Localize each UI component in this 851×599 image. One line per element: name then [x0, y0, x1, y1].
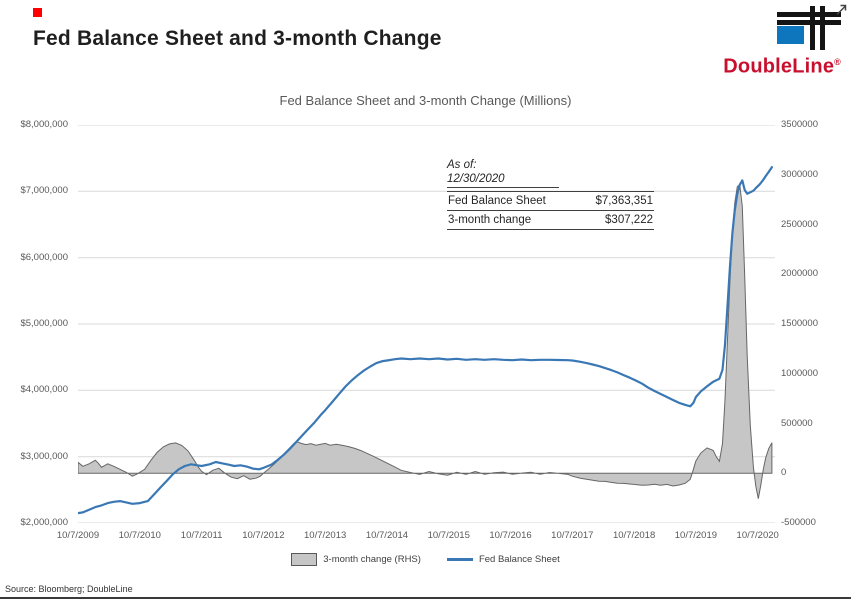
- legend-item-fed-balance-sheet: Fed Balance Sheet: [446, 554, 560, 565]
- annotation-row-3-month-change: 3-month change $307,222: [447, 211, 654, 230]
- expand-arrow-icon[interactable]: [833, 2, 849, 18]
- right-axis-tick-label: 1000000: [781, 367, 818, 379]
- legend-item-3-month-change: 3-month change (RHS): [291, 553, 421, 566]
- legend-label: Fed Balance Sheet: [478, 554, 560, 565]
- right-axis-tick-label: 500000: [781, 417, 813, 429]
- chart-canvas: [76, 124, 775, 524]
- doubleline-logo-mark-icon: [777, 6, 841, 50]
- annotation-row-value: $7,363,351: [595, 195, 653, 207]
- left-y-axis: $8,000,000 $7,000,000 $6,000,000 $5,000,000…: [0, 119, 72, 528]
- annotation-row-value: $307,222: [605, 214, 653, 226]
- right-axis-tick-label: 1500000: [781, 318, 818, 329]
- source-note: Source: Bloomberg; DoubleLine: [5, 584, 133, 594]
- doubleline-logo-text: DoubleLine®: [723, 55, 841, 78]
- x-axis-tick-label: 10/7/2010: [118, 530, 161, 541]
- chart-title: Fed Balance Sheet and 3-month Change (Mi…: [279, 93, 572, 108]
- x-axis-tick-label: 10/7/2019: [674, 530, 718, 541]
- x-axis-tick-label: 10/7/2015: [427, 530, 470, 541]
- right-axis-tick-label: -500000: [781, 517, 816, 528]
- x-axis: 10/7/2009 10/7/2010 10/7/2011 10/7/2012 10/7…: [57, 530, 779, 546]
- right-axis-tick-label: 0: [781, 467, 787, 479]
- three-month-change-area: [77, 183, 773, 499]
- page-title: Fed Balance Sheet and 3-month Change: [33, 27, 442, 50]
- left-axis-tick-label: $5,000,000: [20, 318, 68, 329]
- chart-legend: 3-month change (RHS) Fed Balance Sheet: [0, 553, 851, 566]
- plot-area: [76, 124, 775, 524]
- x-axis-tick-label: 10/7/2017: [551, 530, 594, 541]
- gray-area-swatch-icon: [291, 553, 318, 566]
- annotation-row-balance-sheet: Fed Balance Sheet $7,363,351: [447, 191, 654, 211]
- right-axis-tick-label: 3500000: [781, 119, 818, 130]
- annotation-row-label: Fed Balance Sheet: [448, 195, 546, 207]
- doubleline-logo: DoubleLine®: [723, 6, 841, 77]
- x-axis-tick-label: 10/7/2016: [489, 530, 532, 541]
- red-marker-square: [33, 8, 42, 17]
- as-of-date: 12/30/2020: [447, 172, 559, 188]
- right-axis-tick-label: 2500000: [781, 218, 818, 230]
- right-y-axis: 3500000 3000000 2500000 2000000 1500000 10000…: [781, 119, 845, 528]
- x-axis-tick-label: 10/7/2020: [736, 530, 779, 541]
- annotation-row-label: 3-month change: [448, 214, 532, 226]
- right-axis-tick-label: 3000000: [781, 168, 818, 180]
- x-axis-tick-label: 10/7/2011: [180, 530, 223, 541]
- right-axis-tick-label: 2000000: [781, 268, 818, 280]
- x-axis-tick-label: 10/7/2013: [304, 530, 347, 541]
- legend-label: 3-month change (RHS): [323, 554, 421, 565]
- left-axis-tick-label: $7,000,000: [20, 185, 68, 197]
- blue-line-swatch-icon: [446, 558, 473, 561]
- x-axis-tick-label: 10/7/2018: [612, 530, 656, 541]
- left-axis-tick-label: $4,000,000: [20, 384, 68, 396]
- as-of-annotation-box: As of: 12/30/2020 Fed Balance Sheet $7,3…: [447, 158, 654, 230]
- as-of-label: As of:: [447, 159, 477, 171]
- left-axis-tick-label: $6,000,000: [20, 251, 68, 263]
- left-axis-tick-label: $2,000,000: [20, 517, 68, 528]
- x-axis-tick-label: 10/7/2012: [242, 530, 285, 541]
- left-axis-tick-label: $3,000,000: [20, 450, 68, 462]
- bottom-edge-bar: [0, 597, 851, 599]
- fed-balance-sheet-line: [76, 166, 774, 515]
- x-axis-tick-label: 10/7/2009: [56, 530, 100, 541]
- registered-trademark-icon: ®: [834, 57, 841, 67]
- x-axis-tick-label: 10/7/2014: [365, 530, 409, 541]
- left-axis-tick-label: $8,000,000: [20, 119, 68, 130]
